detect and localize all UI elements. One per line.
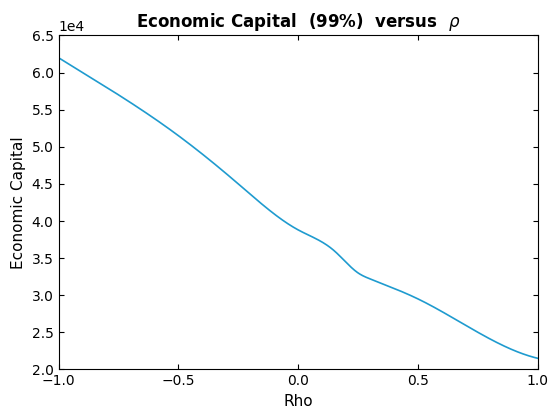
- Y-axis label: Economic Capital: Economic Capital: [11, 136, 26, 269]
- X-axis label: Rho: Rho: [283, 394, 313, 409]
- Title: Economic Capital  (99%)  versus  $\rho$: Economic Capital (99%) versus $\rho$: [136, 11, 460, 33]
